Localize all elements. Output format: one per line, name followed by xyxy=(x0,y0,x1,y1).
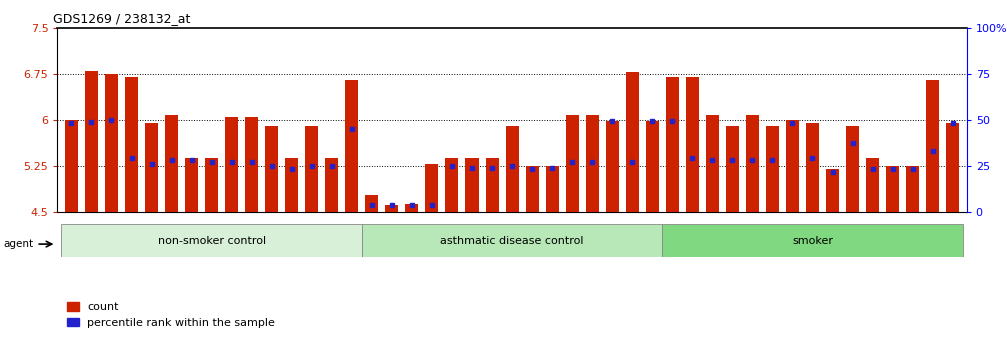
Bar xyxy=(345,80,358,212)
Bar xyxy=(766,126,779,212)
Bar xyxy=(726,126,739,212)
Bar xyxy=(366,195,379,212)
Text: asthmatic disease control: asthmatic disease control xyxy=(440,236,584,246)
Text: smoker: smoker xyxy=(792,236,833,246)
Bar xyxy=(265,126,278,212)
Bar xyxy=(205,158,219,212)
Bar xyxy=(386,205,399,212)
Bar xyxy=(245,117,258,212)
Bar xyxy=(586,115,599,212)
Bar xyxy=(625,72,638,212)
Bar xyxy=(947,123,960,212)
Text: agent: agent xyxy=(3,239,33,249)
Bar xyxy=(85,71,98,212)
Bar xyxy=(846,126,859,212)
Bar xyxy=(185,158,198,212)
Bar xyxy=(165,115,178,212)
Bar xyxy=(785,120,799,212)
Bar xyxy=(226,117,239,212)
Bar xyxy=(362,224,663,257)
Bar xyxy=(506,126,519,212)
Bar xyxy=(64,120,78,212)
Bar xyxy=(465,158,478,212)
Bar xyxy=(526,166,539,212)
Text: non-smoker control: non-smoker control xyxy=(157,236,266,246)
Bar xyxy=(866,158,879,212)
Bar xyxy=(686,77,699,212)
Bar xyxy=(546,166,559,212)
Bar xyxy=(485,158,498,212)
Bar xyxy=(325,158,338,212)
Bar xyxy=(566,115,579,212)
Bar xyxy=(806,123,819,212)
Bar xyxy=(305,126,318,212)
Bar xyxy=(926,80,940,212)
Bar xyxy=(886,166,899,212)
Bar xyxy=(61,224,362,257)
Bar xyxy=(663,224,963,257)
Bar xyxy=(666,77,679,212)
Bar xyxy=(645,120,659,212)
Bar xyxy=(906,166,919,212)
Bar xyxy=(605,120,618,212)
Bar xyxy=(125,77,138,212)
Bar xyxy=(145,123,158,212)
Bar xyxy=(105,74,118,212)
Bar xyxy=(826,169,839,212)
Bar xyxy=(746,115,759,212)
Bar xyxy=(445,158,458,212)
Legend: count, percentile rank within the sample: count, percentile rank within the sample xyxy=(63,298,280,333)
Bar xyxy=(406,204,419,212)
Text: GDS1269 / 238132_at: GDS1269 / 238132_at xyxy=(52,12,190,25)
Bar xyxy=(285,158,298,212)
Bar xyxy=(706,115,719,212)
Bar xyxy=(425,164,438,212)
